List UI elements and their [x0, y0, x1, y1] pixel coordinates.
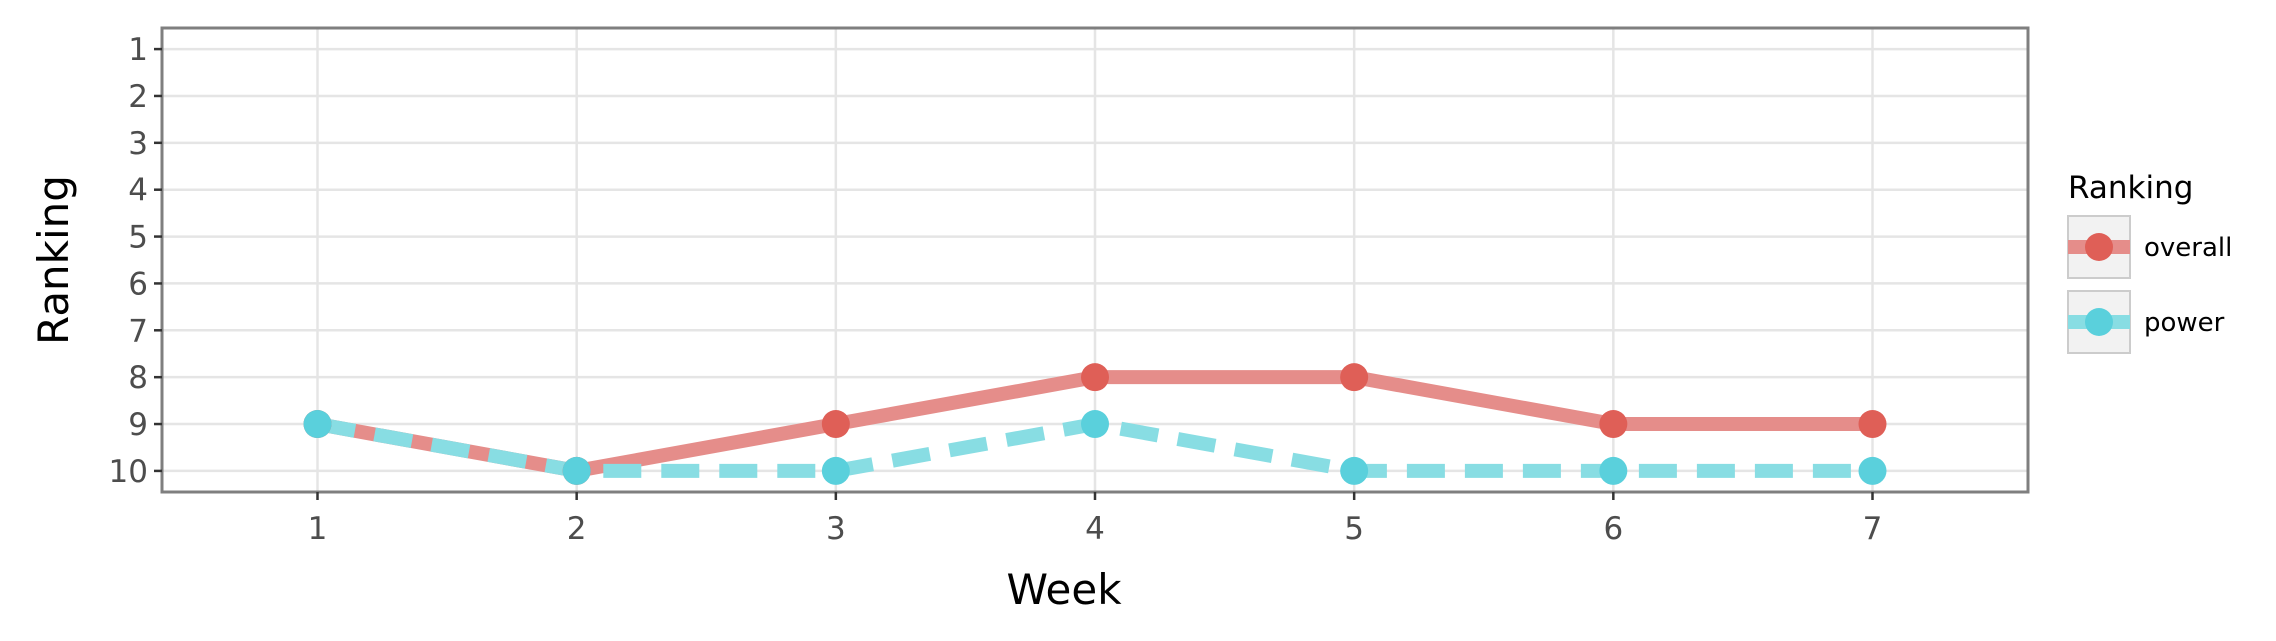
y-tick-label: 4	[128, 173, 148, 209]
y-tick-label: 3	[128, 126, 148, 162]
x-tick-label: 4	[1085, 511, 1105, 547]
legend-item-overall: overall	[2067, 215, 2232, 279]
y-tick-label: 8	[128, 360, 148, 396]
legend-key-point	[2085, 308, 2113, 336]
y-tick-label: 7	[128, 313, 148, 349]
data-point-power	[821, 456, 850, 485]
data-point-power	[303, 410, 332, 439]
x-tick-label: 3	[826, 511, 846, 547]
data-point-power	[1340, 456, 1369, 485]
data-point-overall	[1858, 410, 1887, 439]
legend-items: overall power	[2067, 215, 2232, 354]
data-point-overall	[1599, 410, 1628, 439]
data-point-power	[1081, 410, 1109, 439]
x-axis-ticks: 1 2 3 4 5 6 7	[308, 492, 1883, 547]
data-point-overall	[1081, 363, 1109, 392]
y-tick-label: 10	[109, 454, 148, 490]
series-points	[303, 363, 1887, 485]
data-point-power	[1858, 456, 1887, 485]
x-tick-label: 5	[1344, 511, 1364, 547]
legend-label-overall: overall	[2144, 233, 2232, 263]
x-axis-title: Week	[1006, 565, 1122, 614]
legend-title: Ranking	[2068, 170, 2193, 206]
legend-item-power: power	[2067, 290, 2225, 354]
data-point-overall	[821, 410, 850, 439]
x-tick-label: 1	[308, 511, 328, 547]
y-tick-label: 2	[128, 79, 148, 115]
legend-key-point	[2085, 233, 2113, 261]
legend: Ranking overall power	[2067, 170, 2232, 354]
y-tick-label: 6	[128, 266, 148, 302]
y-axis-ticks: 1 2 3 4 5 6 7 8 9 10	[109, 32, 162, 490]
y-axis-title: Ranking	[29, 175, 78, 345]
x-tick-label: 2	[567, 511, 587, 547]
data-point-power	[562, 456, 591, 485]
y-tick-label: 5	[128, 220, 148, 256]
x-tick-label: 7	[1863, 511, 1883, 547]
legend-label-power: power	[2144, 308, 2225, 338]
data-point-overall	[1340, 363, 1369, 392]
x-tick-label: 6	[1603, 511, 1623, 547]
y-tick-label: 1	[128, 32, 148, 68]
data-point-power	[1599, 456, 1628, 485]
y-tick-label: 9	[128, 407, 148, 443]
